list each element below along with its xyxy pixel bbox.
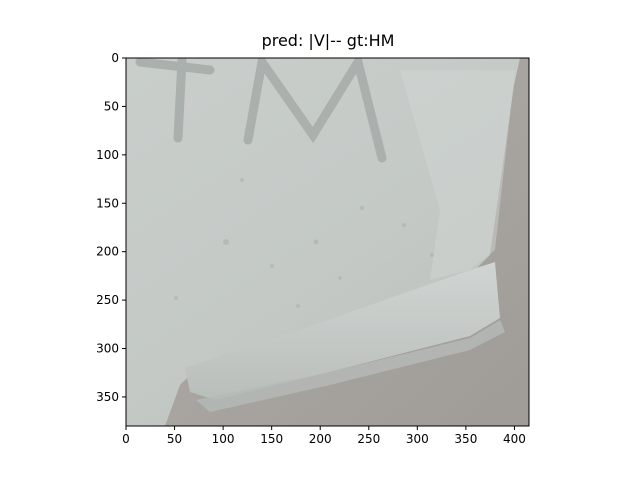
debossed-letters	[135, 58, 387, 163]
y-tick-label: 50	[104, 99, 119, 113]
x-tick-label: 400	[503, 432, 526, 446]
y-axis-ticks: 0 50 100 150 200 250 300 350	[96, 51, 126, 404]
x-tick-label: 350	[454, 432, 477, 446]
pill-body	[126, 58, 520, 426]
x-tick-label: 300	[406, 432, 429, 446]
letter-stroke-top	[135, 58, 215, 75]
x-tick-label: 250	[357, 432, 380, 446]
y-tick-label: 0	[111, 51, 119, 65]
pill-face-highlight	[400, 70, 515, 280]
plot-frame	[125, 57, 530, 427]
speckles	[174, 178, 434, 308]
y-tick-label: 150	[96, 196, 119, 210]
pill-edge-shadow	[196, 320, 505, 412]
x-tick-label: 150	[260, 432, 283, 446]
letter-m	[243, 58, 387, 163]
figure-title: pred: |V|-- gt:HM	[261, 31, 395, 50]
x-axis-ticks: 0 50 100 150 200 250 300 350 400	[122, 426, 526, 446]
x-tick-label: 50	[167, 432, 182, 446]
x-tick-label: 0	[122, 432, 130, 446]
y-tick-label: 200	[96, 245, 119, 259]
x-tick-label: 100	[212, 432, 235, 446]
y-tick-label: 250	[96, 293, 119, 307]
pill-photo	[126, 58, 529, 426]
pill-edge	[185, 262, 500, 400]
letter-h-stem	[173, 58, 187, 143]
y-tick-label: 300	[96, 342, 119, 356]
y-tick-label: 100	[96, 148, 119, 162]
y-tick-label: 350	[96, 390, 119, 404]
x-tick-label: 200	[309, 432, 332, 446]
